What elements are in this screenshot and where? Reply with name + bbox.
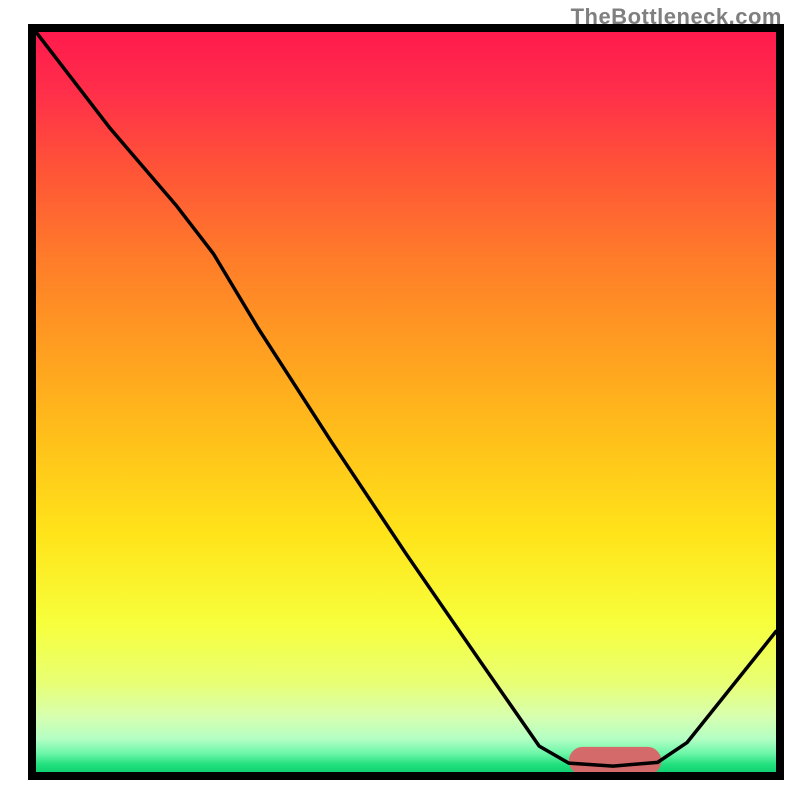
plot-area: [0, 0, 800, 800]
optimal-range-marker: [569, 747, 662, 775]
chart-svg: [0, 0, 800, 800]
gradient-background: [36, 32, 776, 772]
chart-container: TheBottleneck.com: [0, 0, 800, 800]
